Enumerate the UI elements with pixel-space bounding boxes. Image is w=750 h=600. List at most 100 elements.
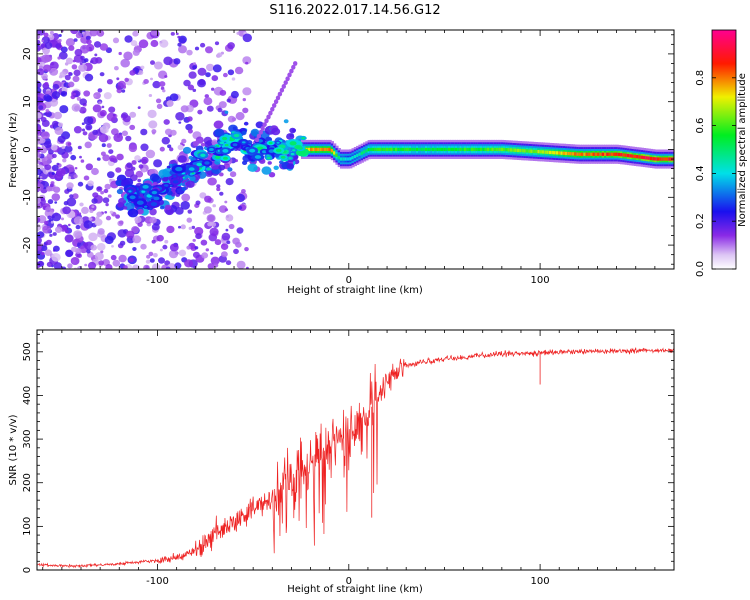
spectrogram-ridge-segment xyxy=(489,147,493,152)
spectrogram-ridge-segment xyxy=(560,151,564,155)
spectrogram-harmonic-streak xyxy=(254,137,260,143)
spectrogram-noise-speckle xyxy=(43,32,49,38)
spectrogram-noise-speckle xyxy=(210,256,220,265)
spectrogram-noise-speckle xyxy=(149,258,155,263)
spectrogram-noise-speckle xyxy=(83,175,90,181)
spectrogram-ridge-segment xyxy=(652,157,656,161)
spectrogram-noise-speckle xyxy=(59,105,69,114)
spectrogram-noise-speckle xyxy=(37,39,41,44)
spectrogram-ridge-core xyxy=(268,149,275,153)
spectrogram-noise-speckle xyxy=(283,119,289,124)
spectrogram-noise-speckle xyxy=(233,248,239,255)
spectrogram-noise-speckle xyxy=(244,247,249,252)
spectrogram-noise-speckle xyxy=(72,59,76,63)
spectrogram-noise-speckle xyxy=(236,260,246,269)
spectrogram-ridge-core xyxy=(254,155,261,159)
spectrogram-noise-speckle xyxy=(148,120,158,129)
spectrogram-noise-speckle xyxy=(109,210,114,214)
spectrogram-noise-speckle xyxy=(47,215,52,220)
spectrogram-ridge-segment xyxy=(645,156,649,160)
spectrogram-noise-speckle xyxy=(61,92,65,96)
spectrogram-ridge-segment xyxy=(544,150,548,154)
spectrogram-ridge-segment xyxy=(514,148,518,152)
spectrogram-noise-speckle xyxy=(247,163,258,172)
spectrogram-ridge-core xyxy=(289,141,297,146)
spectrogram-noise-speckle xyxy=(286,163,295,170)
spectrogram-ytick-label: -20 xyxy=(22,237,33,253)
spectrogram-ridge-segment xyxy=(583,152,587,156)
spectrogram-noise-speckle xyxy=(45,186,53,192)
spectrogram-noise-speckle xyxy=(37,68,45,76)
spectrogram-noise-speckle xyxy=(178,249,187,257)
spectrogram-noise-speckle xyxy=(250,128,260,137)
spectrogram-ridge-core xyxy=(207,168,211,170)
spectrogram-noise-speckle xyxy=(206,63,215,72)
spectrogram-noise-speckle xyxy=(113,133,123,143)
spectrogram-noise-speckle xyxy=(37,260,44,266)
spectrogram-noise-speckle xyxy=(224,110,229,114)
spectrogram-ridge-segment xyxy=(491,147,495,152)
spectrogram-noise-speckle xyxy=(40,197,45,202)
spectrogram-noise-speckle xyxy=(50,220,54,224)
spectrogram-noise-speckle xyxy=(132,49,140,56)
spectrogram-noise-speckle xyxy=(45,239,52,246)
spectrogram-noise-speckle xyxy=(87,261,97,269)
spectrogram-noise-speckle xyxy=(99,72,105,77)
spectrogram-ridge-core xyxy=(151,190,158,195)
spectrogram-noise-speckle xyxy=(181,193,191,202)
spectrogram-noise-speckle xyxy=(223,72,228,78)
spectrogram-noise-speckle xyxy=(214,41,220,46)
spectrogram-noise-speckle xyxy=(131,160,137,165)
spectrogram-noise-speckle xyxy=(51,252,61,262)
spectrogram-noise-speckle xyxy=(191,225,196,230)
spectrogram-noise-speckle xyxy=(140,65,145,70)
spectrogram-noise-speckle xyxy=(156,103,163,109)
spectrogram-noise-speckle xyxy=(234,159,238,163)
spectrogram-ridge-core xyxy=(128,190,132,193)
spectrogram-noise-speckle xyxy=(166,165,171,169)
spectrogram-noise-speckle xyxy=(95,216,100,220)
spectrogram-ridge-core xyxy=(242,141,246,144)
spectrogram-noise-speckle xyxy=(50,62,55,66)
spectrogram-noise-speckle xyxy=(112,37,120,44)
spectrogram-ridge-segment xyxy=(411,147,415,152)
spectrogram-noise-speckle xyxy=(273,165,279,170)
spectrogram-noise-speckle xyxy=(177,35,181,39)
spectrogram-ridge-segment xyxy=(468,147,472,152)
spectrogram-noise-speckle xyxy=(71,103,81,112)
colorbar-tick-label: 0.2 xyxy=(695,213,706,229)
spectrogram-noise-speckle xyxy=(150,60,155,65)
spectrogram-noise-speckle xyxy=(73,126,82,134)
spectrogram-ridge-segment xyxy=(367,148,371,152)
spectrogram-ridge-segment xyxy=(395,147,399,152)
spectrogram-noise-speckle xyxy=(115,214,120,219)
spectrogram-ridge-core xyxy=(275,148,282,153)
spectrogram-ridge-segment xyxy=(328,147,332,152)
spectrogram-noise-speckle xyxy=(101,143,106,148)
spectrogram-noise-speckle xyxy=(200,239,208,246)
spectrogram-noise-speckle xyxy=(148,94,153,97)
spectrogram-noise-speckle xyxy=(242,107,249,114)
spectrogram-noise-speckle xyxy=(70,154,77,161)
spectrogram-noise-speckle xyxy=(96,30,105,37)
spectrogram-noise-speckle xyxy=(49,98,59,107)
snr-ytick-label: 500 xyxy=(22,342,33,361)
spectrogram-ridge-segment xyxy=(408,147,413,152)
spectrogram-noise-speckle xyxy=(57,122,64,128)
spectrogram-noise-speckle xyxy=(180,224,186,230)
spectrogram-ridge-segment xyxy=(335,153,339,157)
spectrogram-noise-speckle xyxy=(88,232,98,242)
spectrogram-noise-speckle xyxy=(192,65,197,70)
spectrogram-noise-speckle xyxy=(89,30,98,37)
spectrogram-ridge-core xyxy=(204,161,210,165)
spectrogram-noise-speckle xyxy=(204,195,212,203)
spectrogram-noise-speckle xyxy=(225,228,229,232)
spectrogram-ridge-segment xyxy=(372,147,376,152)
spectrogram-noise-speckle xyxy=(267,161,272,165)
spectrogram-harmonic-streak xyxy=(281,84,286,89)
spectrogram-noise-speckle xyxy=(159,248,163,252)
spectrogram-noise-speckle xyxy=(63,201,69,206)
spectrogram-ridge-segment xyxy=(323,147,328,152)
spectrogram-ridge-segment xyxy=(381,147,385,152)
